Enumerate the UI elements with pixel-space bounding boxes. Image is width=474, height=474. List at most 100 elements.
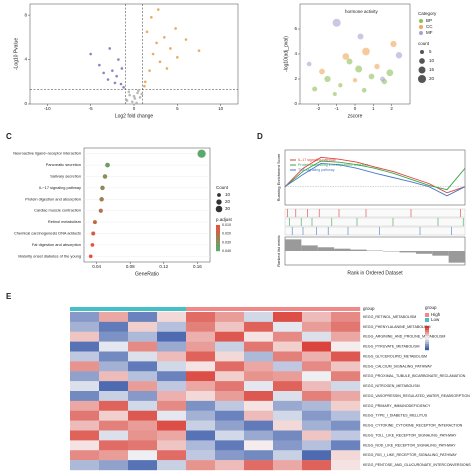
heat-cell: [273, 371, 303, 382]
heat-cell: [128, 331, 158, 342]
bubble: [306, 61, 312, 67]
heat-cell: [186, 312, 216, 323]
heat-cell: [273, 312, 303, 323]
heat-cell: [99, 410, 129, 421]
colorbar-step: [425, 342, 429, 345]
heat-cell: [70, 440, 100, 451]
heat-cell: [244, 361, 274, 372]
colorbar-step: [216, 230, 220, 233]
metric-bar: [448, 251, 465, 263]
panel-label: E: [6, 292, 12, 301]
heat-cell: [99, 420, 129, 431]
es-line: [284, 160, 466, 191]
heat-cell: [157, 371, 187, 382]
bubble: [346, 58, 353, 65]
heat-cell: [186, 440, 216, 451]
y-axis-title: Running Enrichment Score: [276, 153, 281, 202]
heat-cell: [302, 450, 332, 461]
heat-cell: [331, 331, 361, 342]
dot: [99, 197, 104, 202]
colorbar-label: 0.020: [222, 232, 231, 236]
heat-cell: [99, 440, 129, 451]
heat-cell: [273, 381, 303, 392]
heat-cell: [157, 321, 187, 332]
point: [150, 16, 153, 19]
y-tick-label: 0: [24, 101, 27, 106]
heat-cell: [99, 341, 129, 352]
point: [197, 49, 201, 52]
colorbar-step: [425, 334, 429, 337]
heat-cell: [244, 351, 274, 362]
heat-cell: [244, 400, 274, 411]
heat-cell: [244, 450, 274, 461]
heat-cell: [215, 361, 245, 372]
y-tick-label: 0: [294, 101, 297, 106]
y-tick-label: 8: [24, 12, 27, 17]
heat-cell: [302, 371, 332, 382]
hit-band: [284, 226, 466, 236]
heat-cell: [215, 351, 245, 362]
heat-cell: [128, 420, 158, 431]
heat-cell: [331, 400, 361, 411]
heat-cell: [99, 312, 129, 323]
dot: [197, 149, 206, 158]
heat-cell: [273, 361, 303, 372]
heat-cell: [273, 400, 303, 411]
heat-cell: [331, 351, 361, 362]
heat-cell: [244, 321, 274, 332]
bubble: [332, 18, 341, 27]
legend-swatch: [419, 25, 423, 29]
dot: [91, 231, 96, 236]
y-tick-label: IL−17 signaling pathway: [39, 185, 81, 190]
colorbar-step: [425, 338, 429, 341]
heat-cell: [186, 341, 216, 352]
colorbar-step: [216, 245, 220, 249]
dot: [90, 243, 95, 247]
color-legend-title: p.adjust: [216, 217, 233, 222]
size-legend-label: 10: [225, 192, 231, 197]
heat-cell: [331, 341, 361, 352]
legend-label: BP: [426, 18, 432, 23]
heat-cell: [186, 381, 216, 392]
x-axis-title: GeneRatio: [135, 271, 159, 277]
heat-cell: [215, 400, 245, 411]
heat-cell: [273, 321, 303, 332]
point: [115, 74, 118, 78]
x-tick-label: 0.04: [92, 264, 101, 269]
point: [127, 90, 131, 94]
dot: [102, 174, 108, 179]
heat-cell: [99, 400, 129, 411]
heat-cell: [157, 440, 187, 451]
heat-cell: [302, 321, 332, 332]
size-legend-dot: [215, 205, 223, 213]
colorbar-step: [216, 227, 220, 231]
heat-cell: [331, 450, 361, 461]
colorbar-step: [425, 328, 429, 331]
point: [89, 52, 92, 56]
heat-cell: [244, 331, 274, 342]
colorbar-step: [216, 235, 220, 239]
heat-cell: [186, 430, 216, 441]
group-bar: [273, 307, 303, 311]
plot-frame: [29, 3, 239, 105]
heat-cell: [302, 312, 332, 323]
x-tick-label: -5: [89, 106, 93, 111]
heat-cell: [157, 450, 187, 461]
point: [102, 71, 105, 75]
heat-cell: [244, 460, 274, 471]
row-label: KEGG_PHENYLALANINE_METABOLISM: [363, 325, 430, 329]
size-legend-dot: [217, 193, 221, 197]
heat-cell: [215, 381, 245, 392]
heat-cell: [128, 351, 158, 362]
point: [120, 67, 124, 70]
y-axis-title: -log10(adj_pval): [283, 36, 289, 72]
heat-cell: [70, 450, 100, 461]
heat-cell: [186, 391, 216, 402]
heat-cell: [302, 460, 332, 471]
group-bar: [302, 307, 332, 311]
point: [156, 8, 160, 11]
panel-label: C: [6, 132, 12, 141]
heat-cell: [215, 331, 245, 342]
bubble: [395, 52, 403, 59]
colorbar-step: [216, 248, 220, 252]
